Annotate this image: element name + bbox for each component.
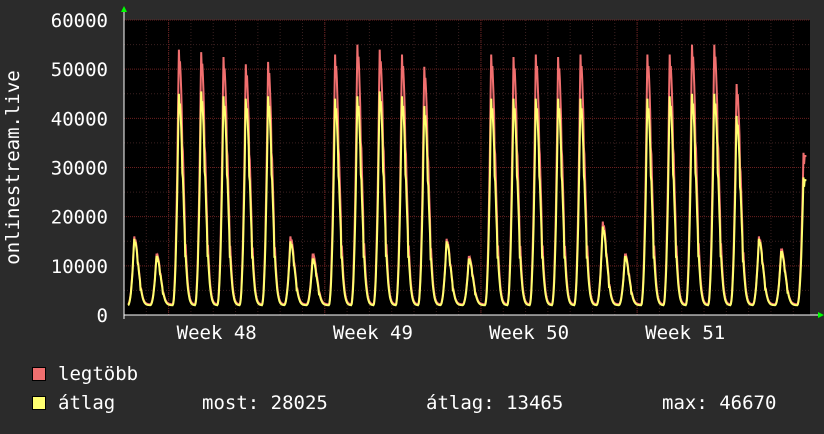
legend-swatch-avg	[32, 396, 46, 410]
y-tick-label: 40000	[51, 108, 108, 130]
stat-average: átlag: 13465	[426, 392, 564, 414]
y-axis-arrow	[121, 6, 127, 12]
y-tick-label: 0	[97, 305, 108, 327]
legend-item-avg: átlag	[32, 393, 115, 413]
legend-item-max: legtöbb	[32, 364, 138, 384]
y-tick-label: 50000	[51, 59, 108, 81]
legend-label-max: legtöbb	[58, 363, 139, 385]
x-tick-label: Week 49	[333, 322, 413, 344]
y-tick-label: 20000	[51, 207, 108, 229]
series-line-avg	[127, 91, 807, 307]
x-tick-label: Week 50	[489, 322, 569, 344]
stat-maximum: max: 46670	[662, 392, 777, 414]
stat-current: most: 28025	[202, 392, 328, 414]
legend-label-avg: átlag	[58, 392, 116, 414]
y-tick-label: 10000	[51, 256, 108, 278]
y-tick-label: 60000	[51, 10, 108, 32]
x-axis-arrow	[818, 312, 824, 318]
x-tick-label: Week 48	[177, 322, 257, 344]
y-tick-label: 30000	[51, 158, 108, 180]
x-tick-label: Week 51	[645, 322, 725, 344]
legend-swatch-max	[32, 367, 46, 381]
y-axis-label: onlinestream.live	[2, 70, 24, 264]
